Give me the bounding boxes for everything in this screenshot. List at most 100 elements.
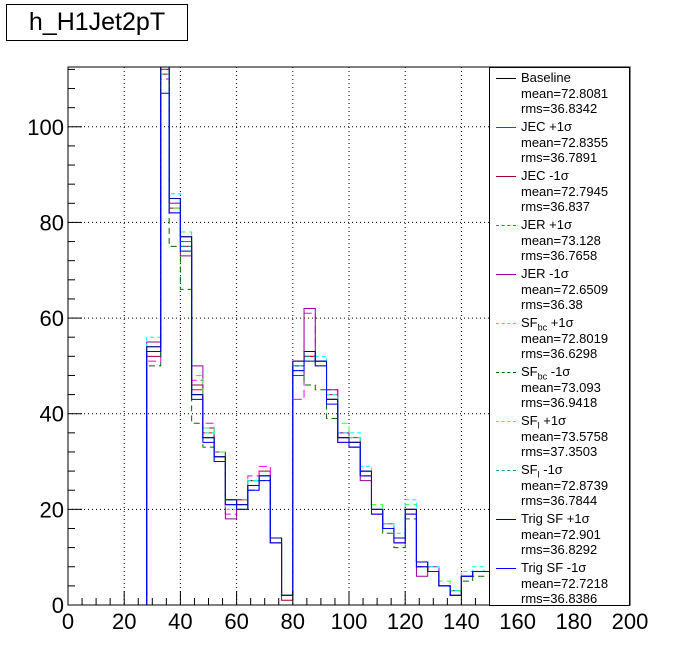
legend-name: SF [521,413,538,428]
x-tick-label: 120 [387,609,424,634]
legend-name: JER -1σ [521,266,569,281]
series-line-0 [68,66,490,606]
legend-rms: rms=36.9418 [521,395,598,410]
legend-name: Trig SF +1σ [521,511,590,526]
legend-rms: rms=36.38 [521,297,583,312]
x-tick-label: 60 [224,609,248,634]
legend-entry: Baseline mean=72.8081 rms=36.8342 [490,68,629,117]
x-tick-label: 140 [443,609,480,634]
legend-name-suffix: +1σ [539,413,567,428]
y-tick-label: 60 [40,306,64,331]
legend-swatch [496,127,516,128]
legend-label: SFl +1σ [521,413,566,431]
y-tick-label: 100 [27,115,64,140]
legend-entry: SFbc -1σ mean=73.093 rms=36.9418 [490,362,629,411]
legend-label: SFbc -1σ [521,364,570,382]
legend-label: Trig SF -1σ [521,560,586,575]
legend-name: SF [521,315,538,330]
legend-swatch [496,176,516,177]
legend-name-subscript: bc [537,322,548,333]
legend-rms: rms=36.7658 [521,248,598,263]
series-line-3 [68,78,490,606]
legend-label: JER +1σ [521,217,572,232]
x-tick-label: 0 [62,609,74,634]
legend-name: SF [521,462,538,477]
legend-mean: mean=72.8081 [521,86,609,101]
y-tick-label: 40 [40,402,64,427]
legend-name: JEC +1σ [521,119,573,134]
series-line-6 [68,66,490,606]
series-line-2 [68,73,490,606]
legend-swatch [496,470,516,471]
legend-label: JEC -1σ [521,168,569,183]
legend-rms: rms=36.8292 [521,542,598,557]
legend-mean: mean=72.8355 [521,135,609,150]
legend-name-subscript: l [537,420,540,431]
x-tick-label: 200 [612,609,649,634]
histogram-title: h_H1Jet2pT [6,4,188,41]
legend-swatch [496,225,516,226]
legend-mean: mean=72.8739 [521,478,609,493]
legend-rms: rms=36.7891 [521,150,598,165]
legend-label: SFbc +1σ [521,315,574,333]
legend-entry: SFl -1σ mean=72.8739 rms=36.7844 [490,460,629,509]
series-line-7 [68,68,490,606]
series-line-4 [68,68,490,606]
legend-entry: SFbc +1σ mean=72.8019 rms=36.6298 [490,313,629,362]
legend-label: JEC +1σ [521,119,572,134]
legend-entry: Trig SF +1σ mean=72.901 rms=36.8292 [490,509,629,558]
legend-entry: JEC -1σ mean=72.7945 rms=36.837 [490,166,629,215]
legend-label: SFl -1σ [521,462,563,480]
legend-mean: mean=72.6509 [521,282,609,297]
x-tick-label: 160 [499,609,536,634]
legend-name: JER +1σ [521,217,573,232]
series-line-9 [68,66,490,606]
legend-entry: JER +1σ mean=73.128 rms=36.7658 [490,215,629,264]
legend-mean: mean=72.7945 [521,184,609,199]
y-tick-label: 20 [40,497,64,522]
series-line-5 [68,73,490,606]
legend-rms: rms=37.3503 [521,444,598,459]
legend-rms: rms=36.7844 [521,493,598,508]
legend-mean: mean=73.093 [521,380,601,395]
legend-label: JER -1σ [521,266,569,281]
legend-mean: mean=73.5758 [521,429,609,444]
legend-entry: Trig SF -1σ mean=72.7218 rms=36.8386 [490,558,629,607]
axes: 0 20 40 60 80 100 120 140 160 180 200 0 20 40 60 80 100 [27,68,649,634]
legend-label: Trig SF +1σ [521,511,590,526]
x-tick-label: 40 [168,609,192,634]
legend-name-subscript: bc [537,371,548,382]
legend-name: SF [521,364,538,379]
legend-mean: mean=73.128 [521,233,601,248]
x-tick-label: 20 [112,609,136,634]
x-tick-label: 80 [281,609,305,634]
legend-swatch [496,78,516,79]
x-tick-label: 180 [555,609,592,634]
legend-name: JEC -1σ [521,168,569,183]
legend-entry: JER -1σ mean=72.6509 rms=36.38 [490,264,629,313]
legend-name: Baseline [521,70,571,85]
legend-name: Trig SF -1σ [521,560,587,575]
series-line-1 [68,68,490,606]
series-line-8 [68,68,490,606]
legend-rms: rms=36.837 [521,199,591,214]
y-tick-label: 0 [52,593,64,618]
series-line-10 [68,92,490,606]
x-tick-label: 100 [331,609,368,634]
legend-swatch [496,274,516,275]
legend-label: Baseline [521,70,571,85]
y-tick-label: 80 [40,210,64,235]
legend-swatch [496,323,516,324]
legend-name-suffix: -1σ [547,364,571,379]
legend-mean: mean=72.901 [521,527,601,542]
legend-swatch [496,372,516,373]
legend-entry: SFl +1σ mean=73.5758 rms=37.3503 [490,411,629,460]
legend-mean: mean=72.7218 [521,576,609,591]
legend: Baseline mean=72.8081 rms=36.8342 JEC +1σ me… [489,67,630,606]
legend-rms: rms=36.8342 [521,101,598,116]
legend-swatch [496,519,516,520]
legend-name-subscript: l [537,469,540,480]
legend-entry: JEC +1σ mean=72.8355 rms=36.7891 [490,117,629,166]
legend-swatch [496,568,516,569]
legend-swatch [496,421,516,422]
